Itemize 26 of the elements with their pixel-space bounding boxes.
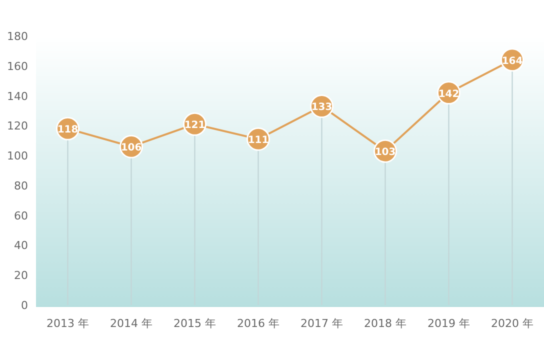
data-label: 164 [502,56,523,67]
y-tick-label: 20 [14,269,28,282]
y-tick-label: 80 [14,179,28,192]
x-tick-label: 2020 年 [491,317,534,330]
data-label: 121 [184,120,206,132]
data-label: 142 [438,88,460,100]
x-tick-label: 2018 年 [364,317,406,330]
data-label: 106 [120,142,142,154]
x-tick-label: 2013 年 [46,317,89,330]
x-tick-label: 2019 年 [428,317,470,330]
x-tick-label: 2015 年 [174,317,216,330]
x-tick-label: 2017 年 [300,317,343,330]
data-label: 111 [248,135,269,146]
y-tick-label: 40 [14,239,28,252]
y-tick-label: 180 [7,30,28,43]
data-label: 103 [374,147,396,158]
y-tick-label: 60 [14,209,28,222]
x-tick-label: 2016 年 [237,317,280,330]
y-tick-label: 120 [7,120,28,133]
data-label: 133 [311,102,332,114]
x-tick-label: 2014 年 [110,317,152,330]
y-tick-label: 100 [7,150,28,163]
data-label: 118 [57,124,78,136]
y-tick-label: 0 [21,299,28,312]
y-tick-label: 140 [7,90,28,103]
y-tick-label: 160 [7,60,28,73]
